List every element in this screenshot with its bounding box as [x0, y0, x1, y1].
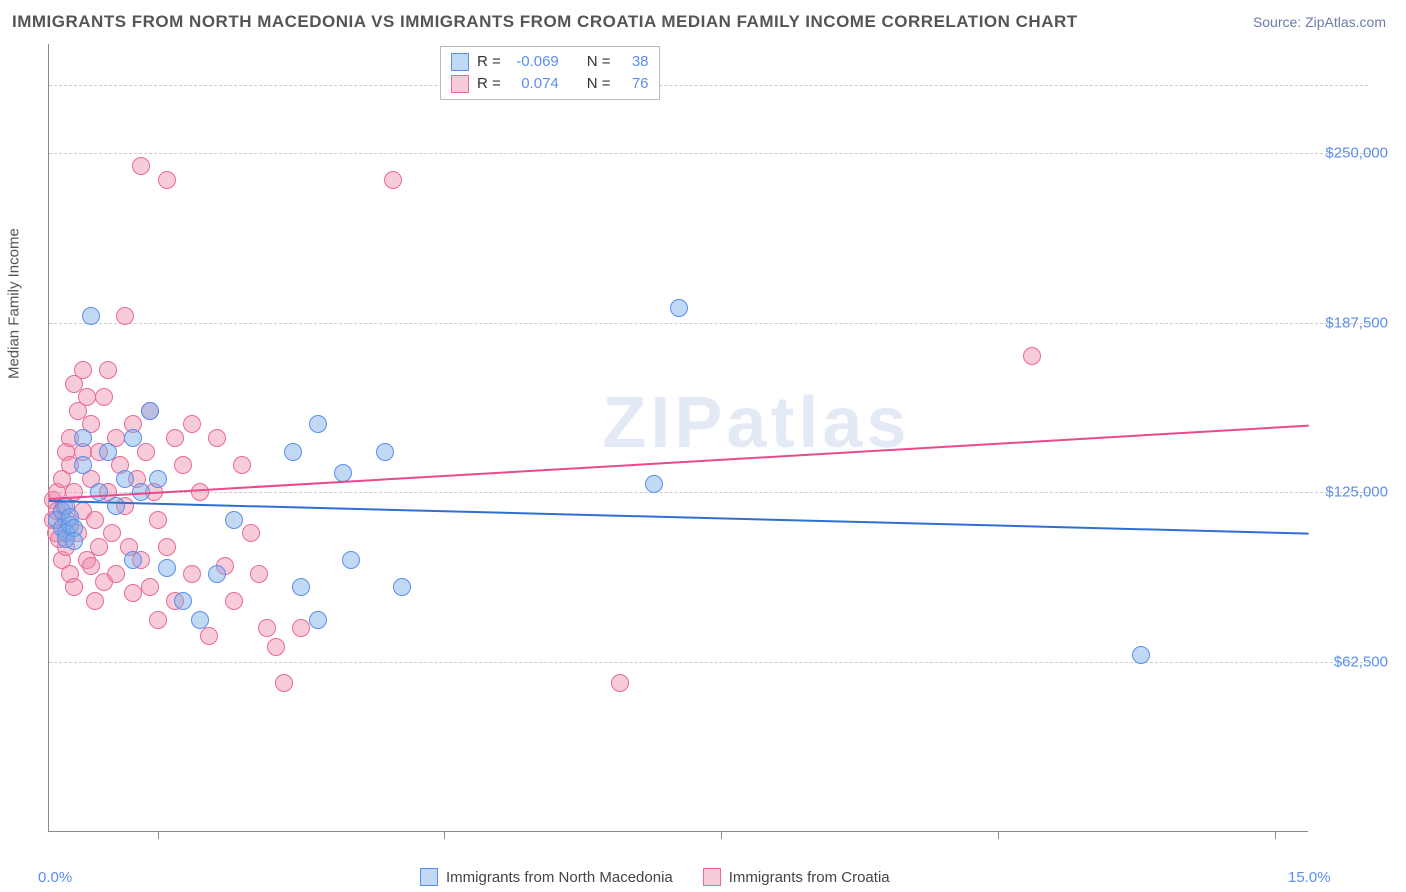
- data-point: [78, 388, 96, 406]
- data-point: [99, 361, 117, 379]
- data-point: [225, 511, 243, 529]
- legend-label: Immigrants from North Macedonia: [446, 869, 673, 886]
- data-point: [393, 578, 411, 596]
- data-point: [103, 524, 121, 542]
- series-legend: Immigrants from North Macedonia Immigrant…: [420, 868, 890, 886]
- x-tick: [1275, 831, 1276, 839]
- gridline: [49, 662, 1368, 663]
- y-tick-label: $62,500: [1334, 654, 1388, 671]
- legend-item: Immigrants from North Macedonia: [420, 868, 673, 886]
- data-point: [141, 402, 159, 420]
- gridline: [49, 492, 1368, 493]
- chart-title: IMMIGRANTS FROM NORTH MACEDONIA VS IMMIG…: [12, 12, 1078, 32]
- legend-label: Immigrants from Croatia: [729, 869, 890, 886]
- data-point: [82, 307, 100, 325]
- data-point: [309, 415, 327, 433]
- data-point: [141, 578, 159, 596]
- data-point: [132, 157, 150, 175]
- data-point: [208, 565, 226, 583]
- data-point: [384, 171, 402, 189]
- data-point: [191, 483, 209, 501]
- data-point: [183, 565, 201, 583]
- data-point: [275, 674, 293, 692]
- data-point: [342, 551, 360, 569]
- data-point: [1023, 347, 1041, 365]
- data-point: [292, 578, 310, 596]
- x-min-label: 0.0%: [38, 869, 72, 886]
- data-point: [670, 299, 688, 317]
- data-point: [116, 470, 134, 488]
- data-point: [166, 429, 184, 447]
- data-point: [158, 559, 176, 577]
- gridline: [49, 85, 1368, 86]
- x-tick: [998, 831, 999, 839]
- data-point: [158, 171, 176, 189]
- data-point: [82, 557, 100, 575]
- data-point: [284, 443, 302, 461]
- data-point: [137, 443, 155, 461]
- data-point: [183, 415, 201, 433]
- data-point: [124, 584, 142, 602]
- data-point: [645, 475, 663, 493]
- scatter-plot-area: $62,500$125,000$187,500$250,000: [48, 44, 1308, 832]
- data-point: [158, 538, 176, 556]
- x-tick: [721, 831, 722, 839]
- data-point: [174, 456, 192, 474]
- data-point: [267, 638, 285, 656]
- source-attribution: Source: ZipAtlas.com: [1253, 14, 1386, 30]
- data-point: [149, 611, 167, 629]
- legend-swatch: [451, 75, 469, 93]
- data-point: [86, 592, 104, 610]
- data-point: [1132, 646, 1150, 664]
- data-point: [225, 592, 243, 610]
- x-tick: [158, 831, 159, 839]
- data-point: [95, 388, 113, 406]
- data-point: [611, 674, 629, 692]
- legend-item: Immigrants from Croatia: [703, 868, 890, 886]
- data-point: [65, 578, 83, 596]
- data-point: [250, 565, 268, 583]
- data-point: [107, 565, 125, 583]
- data-point: [292, 619, 310, 637]
- y-axis-label: Median Family Income: [6, 228, 23, 379]
- y-tick-label: $187,500: [1325, 314, 1388, 331]
- x-max-label: 15.0%: [1288, 869, 1331, 886]
- data-point: [74, 429, 92, 447]
- data-point: [376, 443, 394, 461]
- data-point: [200, 627, 218, 645]
- data-point: [124, 551, 142, 569]
- data-point: [149, 470, 167, 488]
- data-point: [65, 532, 83, 550]
- legend-swatch: [451, 53, 469, 71]
- data-point: [309, 611, 327, 629]
- source-link[interactable]: ZipAtlas.com: [1305, 14, 1386, 30]
- gridline: [49, 323, 1368, 324]
- stats-row: R =0.074N =76: [451, 73, 649, 95]
- data-point: [107, 497, 125, 515]
- data-point: [208, 429, 226, 447]
- data-point: [74, 456, 92, 474]
- gridline: [49, 153, 1368, 154]
- data-point: [99, 443, 117, 461]
- stats-row: R =-0.069N =38: [451, 51, 649, 73]
- data-point: [90, 538, 108, 556]
- y-tick-label: $125,000: [1325, 484, 1388, 501]
- y-tick-label: $250,000: [1325, 144, 1388, 161]
- data-point: [74, 361, 92, 379]
- data-point: [233, 456, 251, 474]
- correlation-stats-box: R =-0.069N =38R =0.074N =76: [440, 46, 660, 100]
- legend-swatch: [420, 868, 438, 886]
- x-tick: [444, 831, 445, 839]
- data-point: [174, 592, 192, 610]
- data-point: [116, 307, 134, 325]
- data-point: [191, 611, 209, 629]
- data-point: [258, 619, 276, 637]
- data-point: [86, 511, 104, 529]
- source-label: Source:: [1253, 14, 1301, 30]
- data-point: [242, 524, 260, 542]
- data-point: [149, 511, 167, 529]
- data-point: [90, 483, 108, 501]
- legend-swatch: [703, 868, 721, 886]
- data-point: [124, 429, 142, 447]
